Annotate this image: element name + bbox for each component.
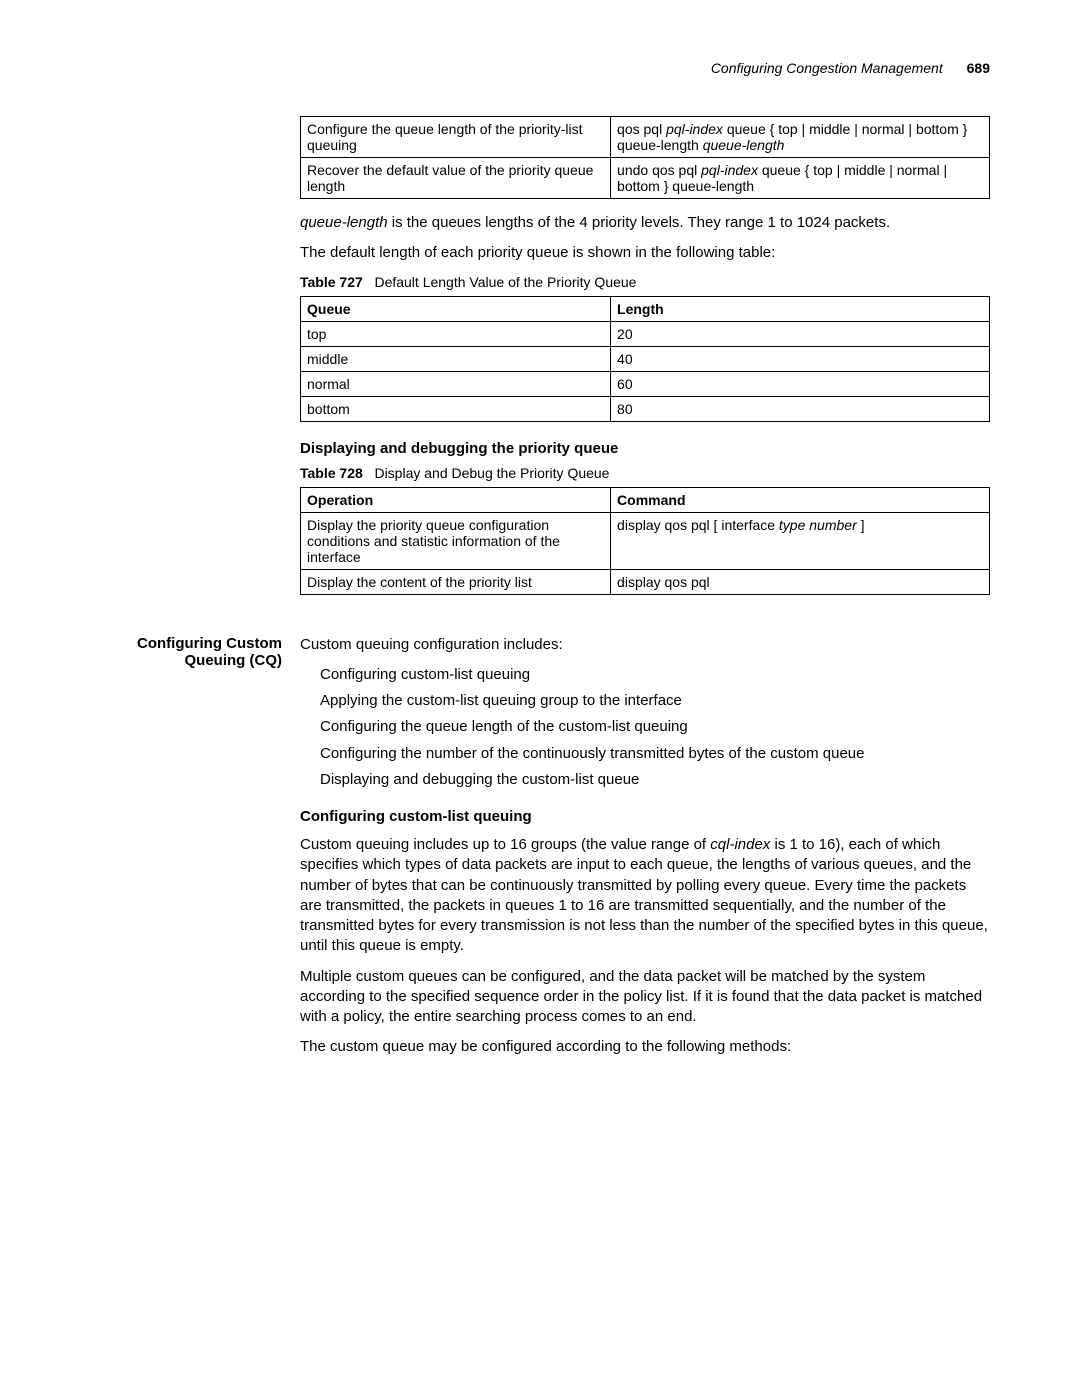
cq-intro: Custom queuing configuration includes:	[300, 635, 990, 655]
cell: bottom	[301, 396, 611, 421]
caption-727: Table 727 Default Length Value of the Pr…	[300, 274, 990, 290]
operation-cell: Display the content of the priority list	[301, 569, 611, 594]
t727-h1: Length	[611, 296, 990, 321]
table-row: top20	[301, 321, 990, 346]
main-1: Configure the queue length of the priori…	[300, 116, 990, 609]
list-item: Displaying and debugging the custom-list…	[320, 770, 990, 790]
cq-p1-italic: cql-index	[710, 836, 770, 853]
heading-display-debug: Displaying and debugging the priority qu…	[300, 440, 990, 457]
table-727: Queue Length top20middle40normal60bottom…	[300, 296, 990, 422]
content-row-1: Configure the queue length of the priori…	[90, 116, 990, 609]
list-item: Configuring the number of the continuous…	[320, 744, 990, 764]
table-727-label: Table 727	[300, 274, 363, 290]
list-item: Configuring custom-list queuing	[320, 665, 990, 685]
t728-h1: Command	[611, 487, 990, 512]
operation-cell: Display the priority queue configuration…	[301, 512, 611, 569]
command-cell: undo qos pql pql-index queue { top | mid…	[611, 158, 990, 199]
table-row: Recover the default value of the priorit…	[301, 158, 990, 199]
table-728-label: Table 728	[300, 465, 363, 481]
cmd-keyword: display qos pql	[617, 574, 710, 590]
table-row: middle40	[301, 346, 990, 371]
header-title: Configuring Congestion Management	[711, 60, 943, 76]
table-726: Configure the queue length of the priori…	[300, 116, 990, 199]
table-727-caption: Default Length Value of the Priority Que…	[374, 274, 636, 290]
t728-h0: Operation	[301, 487, 611, 512]
side-empty-1	[90, 116, 300, 609]
main-2: Custom queuing configuration includes: C…	[300, 635, 990, 1068]
cmd-keyword: qos pql	[617, 121, 662, 137]
page-number: 689	[967, 60, 990, 76]
cq-paragraph-1: Custom queuing includes up to 16 groups …	[300, 835, 990, 957]
content-row-2: Configuring Custom Queuing (CQ) Custom q…	[90, 635, 990, 1068]
cmd-keyword: ]	[861, 517, 865, 533]
term-queue-length: queue-length	[300, 214, 388, 231]
heading-config-custom-list: Configuring custom-list queuing	[300, 808, 990, 825]
table-row: normal60	[301, 371, 990, 396]
command-cell: display qos pql [ interface type number …	[611, 512, 990, 569]
cq-p1-b: is 1 to 16), each of which specifies whi…	[300, 836, 988, 954]
cmd-keyword: undo qos pql	[617, 162, 697, 178]
cmd-arg: pql-index	[666, 121, 723, 137]
cq-p1-a: Custom queuing includes up to 16 groups …	[300, 836, 710, 853]
cq-bullet-list: Configuring custom-list queuing Applying …	[300, 665, 990, 790]
cmd-arg: type number	[779, 517, 857, 533]
cq-paragraph-3: The custom queue may be configured accor…	[300, 1037, 990, 1057]
cell: middle	[301, 346, 611, 371]
cell: normal	[301, 371, 611, 396]
table-728-caption: Display and Debug the Priority Queue	[374, 465, 609, 481]
table-row: Display the content of the priority list…	[301, 569, 990, 594]
page: Configuring Congestion Management 689 Co…	[0, 0, 1080, 1148]
cmd-arg: queue-length	[703, 137, 785, 153]
para1-text: is the queues lengths of the 4 priority …	[388, 214, 891, 231]
cell: 80	[611, 396, 990, 421]
table-row: bottom80	[301, 396, 990, 421]
list-item: Applying the custom-list queuing group t…	[320, 691, 990, 711]
paragraph-queue-length: queue-length is the queues lengths of th…	[300, 213, 990, 233]
cmd-arg: pql-index	[701, 162, 758, 178]
command-cell: qos pql pql-index queue { top | middle |…	[611, 117, 990, 158]
cell: 60	[611, 371, 990, 396]
list-item: Configuring the queue length of the cust…	[320, 717, 990, 737]
caption-728: Table 728 Display and Debug the Priority…	[300, 465, 990, 481]
table-728: Operation Command Display the priority q…	[300, 487, 990, 595]
paragraph-default-length: The default length of each priority queu…	[300, 243, 990, 263]
cell: 20	[611, 321, 990, 346]
operation-cell: Recover the default value of the priorit…	[301, 158, 611, 199]
table-row: Configure the queue length of the priori…	[301, 117, 990, 158]
table-row: Display the priority queue configuration…	[301, 512, 990, 569]
side-heading-cq: Configuring Custom Queuing (CQ)	[90, 635, 300, 1068]
running-header: Configuring Congestion Management 689	[90, 60, 990, 76]
cell: top	[301, 321, 611, 346]
cq-paragraph-2: Multiple custom queues can be configured…	[300, 967, 990, 1028]
cell: 40	[611, 346, 990, 371]
cmd-keyword: display qos pql [ interface	[617, 517, 775, 533]
t727-h0: Queue	[301, 296, 611, 321]
command-cell: display qos pql	[611, 569, 990, 594]
operation-cell: Configure the queue length of the priori…	[301, 117, 611, 158]
